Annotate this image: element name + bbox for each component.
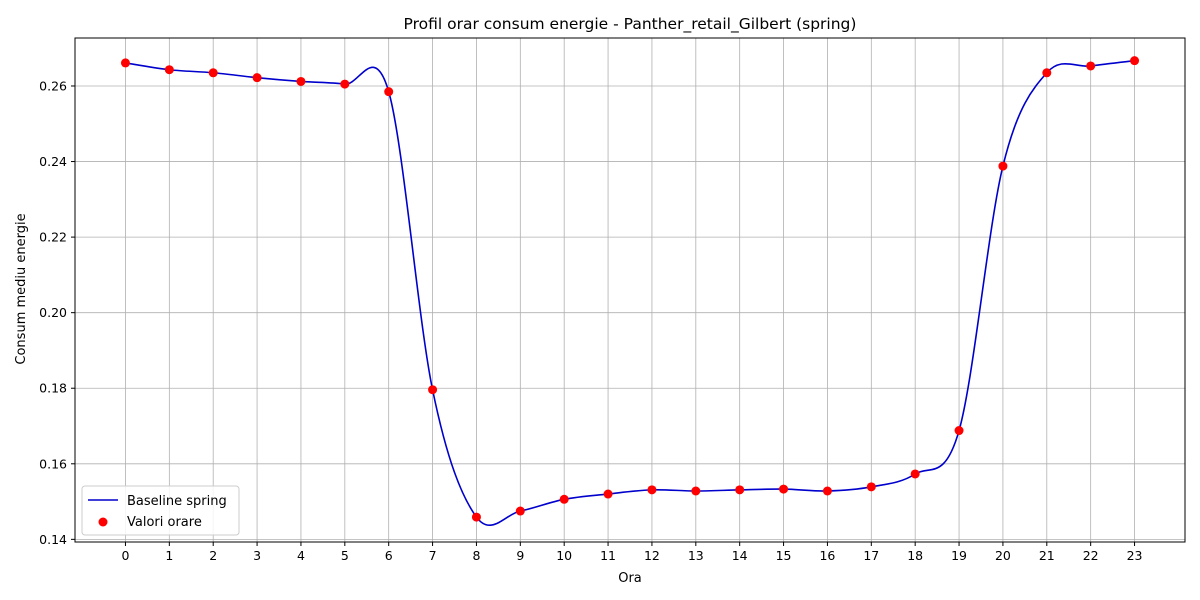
hourly-point: [428, 385, 438, 395]
grid: [75, 38, 1185, 542]
x-tick-label: 6: [385, 548, 393, 563]
x-tick-label: 4: [297, 548, 305, 563]
y-tick-label: 0.26: [39, 78, 67, 93]
axes-frame: [74, 37, 1186, 543]
x-tick-label: 16: [819, 548, 835, 563]
x-tick-label: 0: [121, 548, 129, 563]
x-tick-label: 22: [1083, 548, 1099, 563]
hourly-point: [296, 76, 306, 86]
hourly-point: [779, 484, 789, 494]
hourly-point: [164, 65, 174, 75]
x-tick-label: 9: [516, 548, 524, 563]
y-axis-title: Consum mediu energie: [14, 213, 29, 364]
x-tick-label: 1: [165, 548, 173, 563]
x-tick-label: 17: [863, 548, 879, 563]
x-tick-label: 7: [429, 548, 437, 563]
hourly-point: [998, 161, 1008, 171]
legend-label-baseline: Baseline spring: [127, 494, 227, 509]
series-area: [120, 56, 1140, 526]
x-tick-label: 10: [556, 548, 572, 563]
x-tick-label: 18: [907, 548, 923, 563]
y-tick-label: 0.24: [39, 154, 67, 169]
hourly-point: [735, 485, 745, 495]
hourly-point: [559, 494, 569, 504]
hourly-point: [954, 426, 964, 436]
legend-label-hourly: Valori orare: [127, 515, 202, 530]
hourly-point: [252, 73, 262, 83]
x-axis-title: Ora: [618, 571, 642, 586]
hourly-point: [515, 506, 525, 516]
x-tick-label: 13: [688, 548, 704, 563]
y-tick-label: 0.18: [39, 381, 67, 396]
ticks: 0 1 2 3 4 5 6 7 8 9 10 11 12 13 14 15 16 17 18 19 20 21 22 230.…: [39, 78, 1142, 563]
x-tick-label: 21: [1039, 548, 1055, 563]
x-tick-label: 2: [209, 548, 217, 563]
y-tick-label: 0.14: [39, 532, 67, 547]
x-tick-label: 12: [644, 548, 660, 563]
hourly-point: [1042, 68, 1052, 78]
legend: Baseline spring Valori orare: [81, 485, 240, 536]
hourly-point: [691, 486, 701, 496]
hourly-point: [910, 469, 920, 479]
y-tick-label: 0.22: [39, 230, 67, 245]
x-tick-label: 5: [341, 548, 349, 563]
hourly-point: [1086, 61, 1096, 71]
x-tick-label: 19: [951, 548, 967, 563]
hourly-point: [384, 87, 394, 97]
hourly-point: [471, 512, 481, 522]
hourly-point: [120, 58, 130, 68]
x-tick-label: 14: [732, 548, 748, 563]
x-tick-label: 3: [253, 548, 261, 563]
x-tick-label: 20: [995, 548, 1011, 563]
y-tick-label: 0.20: [39, 305, 67, 320]
x-tick-label: 15: [776, 548, 792, 563]
legend-box: [81, 485, 240, 536]
baseline-line: [125, 59, 1135, 526]
hourly-point: [647, 485, 657, 495]
hourly-point: [866, 482, 876, 492]
x-tick-label: 8: [472, 548, 480, 563]
hourly-point: [340, 79, 350, 89]
hourly-point: [208, 68, 218, 78]
x-tick-label: 11: [600, 548, 616, 563]
chart-title: Profil orar consum energie - Panther_ret…: [404, 15, 857, 34]
hourly-point: [1130, 56, 1140, 66]
hourly-point: [822, 486, 832, 496]
y-tick-label: 0.16: [39, 456, 67, 471]
x-tick-label: 23: [1127, 548, 1143, 563]
legend-marker-swatch: [98, 517, 108, 527]
hourly-point: [603, 489, 613, 499]
